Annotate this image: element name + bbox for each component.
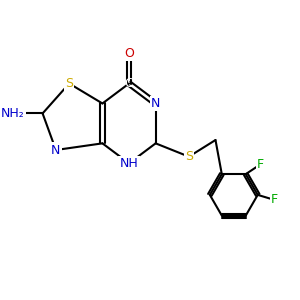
Text: F: F [271,194,278,206]
Text: N: N [51,143,61,157]
Text: F: F [257,158,264,171]
Text: S: S [65,77,73,90]
Text: NH: NH [120,157,138,170]
Text: N: N [151,97,160,110]
Text: O: O [124,47,134,60]
Text: C: C [125,77,134,90]
Text: S: S [185,150,193,163]
Text: NH₂: NH₂ [1,107,25,120]
